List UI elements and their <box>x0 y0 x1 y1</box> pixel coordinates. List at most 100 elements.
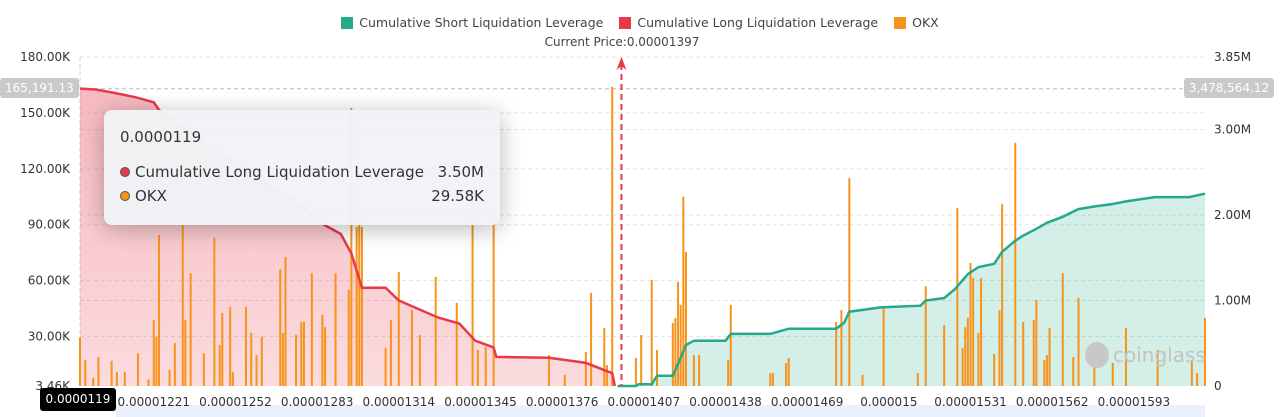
okx-bar <box>358 220 361 386</box>
okx-bar <box>771 373 774 386</box>
y-left-tick-label: 60.00K <box>28 274 71 288</box>
okx-bar <box>692 355 695 386</box>
okx-bar <box>1190 360 1193 386</box>
okx-bar <box>1001 204 1004 386</box>
okx-bar <box>284 256 287 386</box>
okx-bar <box>671 322 674 386</box>
coinglass-logo-icon <box>1085 342 1109 368</box>
okx-bar <box>684 251 687 386</box>
okx-bar <box>324 327 327 386</box>
okx-bar <box>260 336 263 386</box>
okx-bar <box>300 321 303 386</box>
y-left-tick-label: 90.00K <box>28 218 71 232</box>
okx-bar <box>173 343 176 386</box>
okx-bar <box>231 371 234 386</box>
okx-bar <box>1077 297 1080 386</box>
okx-bar <box>97 357 100 386</box>
okx-bar <box>279 269 282 386</box>
okx-dot-icon <box>120 191 130 201</box>
okx-bar <box>410 310 413 386</box>
okx-bar <box>1022 322 1025 386</box>
okx-bar <box>924 286 927 386</box>
tooltip-row-okx: OKX 29.58K <box>120 184 484 208</box>
long-line <box>79 87 617 387</box>
tooltip-value: 29.58K <box>431 187 484 205</box>
okx-bar <box>605 365 608 386</box>
okx-bar <box>590 292 593 386</box>
x-axis-zoom-strip[interactable] <box>116 405 1205 417</box>
crosshair-x-label: 0.0000119 <box>40 388 116 411</box>
okx-bar <box>993 354 996 386</box>
okx-bar <box>1045 355 1048 386</box>
legend-item-short[interactable]: Cumulative Short Liquidation Leverage <box>341 15 603 30</box>
okx-bar <box>455 302 458 386</box>
okx-bar <box>244 306 247 386</box>
x-tick-label: 0.00001438 <box>689 395 762 409</box>
okx-bar <box>360 226 363 386</box>
okx-bar <box>547 355 550 386</box>
okx-bar <box>677 281 680 386</box>
okx-bar <box>84 360 87 386</box>
okx-bar <box>563 374 566 386</box>
legend-swatch-long <box>619 16 632 29</box>
okx-bar <box>221 313 224 386</box>
okx-bar <box>980 278 983 386</box>
okx-bar <box>281 332 284 386</box>
legend: Cumulative Short Liquidation Leverage Cu… <box>0 15 1280 30</box>
okx-bar <box>769 373 772 386</box>
okx-bar <box>835 322 838 386</box>
okx-bar <box>655 349 658 386</box>
okx-bar <box>1035 300 1038 386</box>
okx-bar <box>998 310 1001 386</box>
y-left-tick-label: 150.00K <box>20 106 71 120</box>
okx-bar <box>1043 360 1046 386</box>
okx-bar <box>840 310 843 386</box>
x-tick-label: 0.00001314 <box>363 395 436 409</box>
y-right-tick-label: 0 <box>1214 379 1222 393</box>
tooltip-title: 0.0000119 <box>120 128 202 146</box>
okx-bar <box>972 278 975 386</box>
okx-bar <box>964 327 967 386</box>
legend-label-long: Cumulative Long Liquidation Leverage <box>637 15 879 30</box>
okx-bar <box>484 346 487 386</box>
y-right-tick-label: 2.00M <box>1214 208 1251 222</box>
okx-bar <box>434 276 437 386</box>
okx-bar <box>634 357 637 386</box>
okx-bar <box>969 262 972 386</box>
okx-bar <box>1111 363 1114 386</box>
okx-bar <box>916 373 919 386</box>
okx-bar <box>785 363 788 386</box>
y-right-tick-label: 1.00M <box>1214 294 1251 308</box>
x-tick-label: 0.00001469 <box>771 395 844 409</box>
okx-bar <box>350 108 353 386</box>
y-right-tick-label: 3.00M <box>1214 123 1251 137</box>
tooltip-value: 3.50M <box>437 163 484 181</box>
okx-bar <box>189 273 192 386</box>
legend-item-okx[interactable]: OKX <box>894 15 939 30</box>
legend-label-short: Cumulative Short Liquidation Leverage <box>359 15 604 30</box>
okx-bar <box>1124 327 1127 386</box>
y-left-tick-label: 30.00K <box>28 330 71 344</box>
x-tick-label: 0.00001221 <box>118 395 191 409</box>
okx-bar <box>397 272 400 386</box>
okx-bar <box>1156 349 1159 386</box>
tooltip: 0.0000119 Cumulative Long Liquidation Le… <box>104 110 500 225</box>
okx-bar <box>1032 319 1035 386</box>
x-tick-label: 0.00001252 <box>199 395 272 409</box>
okx-bar <box>650 279 653 386</box>
legend-swatch-okx <box>894 16 907 29</box>
okx-bar <box>136 353 139 386</box>
crosshair-right-label: 3,478,564.12 <box>1184 78 1275 98</box>
okx-bar <box>295 334 298 386</box>
okx-bar <box>674 317 677 386</box>
legend-item-long[interactable]: Cumulative Long Liquidation Leverage <box>619 15 878 30</box>
okx-bar <box>355 226 358 386</box>
okx-bar <box>384 347 387 386</box>
okx-bar <box>682 196 685 386</box>
okx-bar <box>492 222 495 386</box>
tooltip-row-long: Cumulative Long Liquidation Leverage 3.50… <box>120 160 484 184</box>
okx-bar <box>229 306 232 386</box>
okx-bar <box>603 327 606 386</box>
okx-bar <box>213 237 216 386</box>
okx-bar <box>389 319 392 386</box>
